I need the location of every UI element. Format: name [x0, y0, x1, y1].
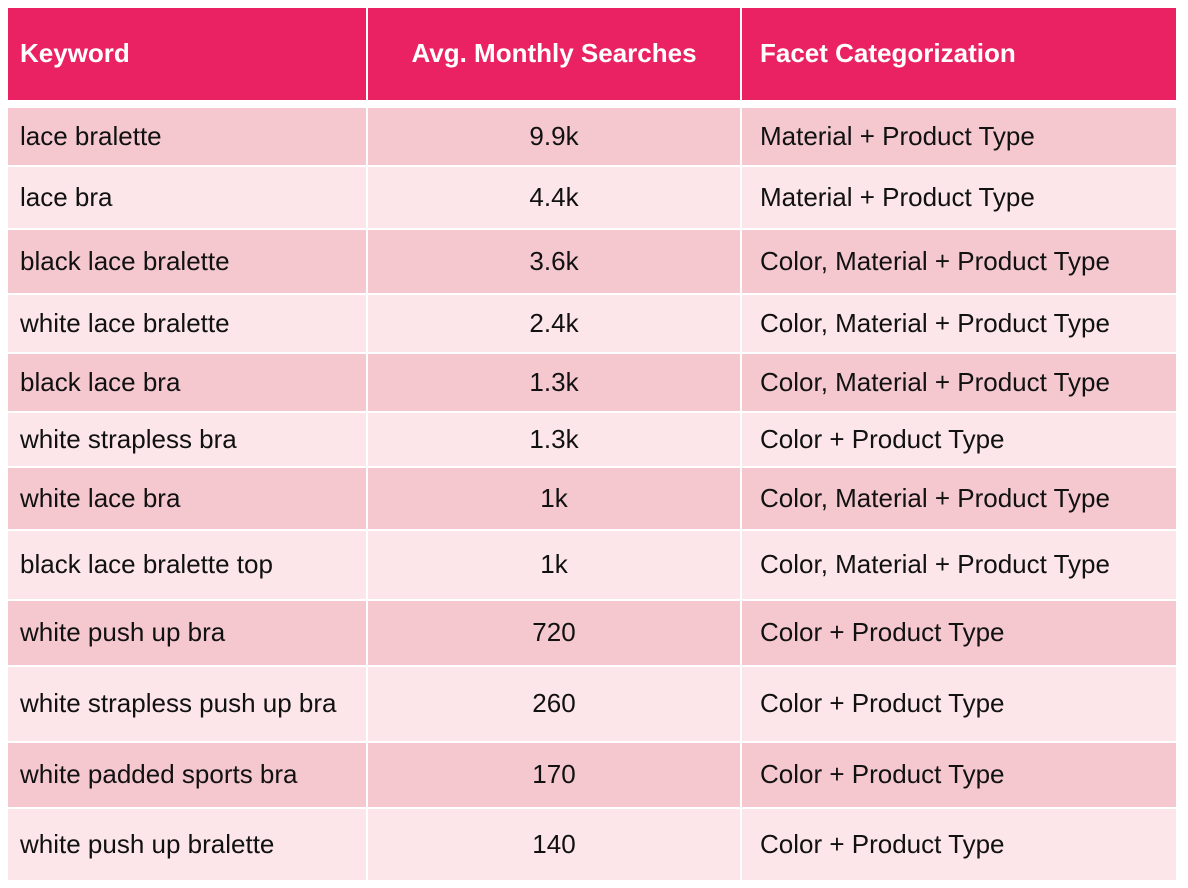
keyword-cell: black lace bralette [8, 230, 366, 293]
searches-cell: 9.9k [368, 108, 740, 165]
keyword-cell: white padded sports bra [8, 743, 366, 807]
facet-cell: Color + Product Type [742, 743, 1176, 807]
header-cell: Avg. Monthly Searches [368, 8, 740, 100]
keyword-cell: white lace bra [8, 468, 366, 529]
keyword-cell: white lace bralette [8, 295, 366, 352]
facet-cell: Material + Product Type [742, 167, 1176, 228]
searches-cell: 1k [368, 531, 740, 599]
facet-cell: Color, Material + Product Type [742, 230, 1176, 293]
searches-cell: 3.6k [368, 230, 740, 293]
keyword-cell: lace bra [8, 167, 366, 228]
facet-cell: Color, Material + Product Type [742, 354, 1176, 411]
facet-cell: Color + Product Type [742, 601, 1176, 665]
facet-cell: Color + Product Type [742, 413, 1176, 466]
keyword-cell: white strapless bra [8, 413, 366, 466]
keyword-cell: black lace bralette top [8, 531, 366, 599]
keyword-cell: white push up bra [8, 601, 366, 665]
searches-cell: 4.4k [368, 167, 740, 228]
facet-cell: Material + Product Type [742, 108, 1176, 165]
header-cell: Keyword [8, 8, 366, 100]
searches-cell: 170 [368, 743, 740, 807]
searches-cell: 140 [368, 809, 740, 880]
facet-cell: Color, Material + Product Type [742, 295, 1176, 352]
header-cell: Facet Categorization [742, 8, 1176, 100]
searches-cell: 2.4k [368, 295, 740, 352]
keyword-cell: white strapless push up bra [8, 667, 366, 741]
keyword-cell: lace bralette [8, 108, 366, 165]
searches-cell: 260 [368, 667, 740, 741]
searches-cell: 1k [368, 468, 740, 529]
searches-cell: 1.3k [368, 413, 740, 466]
keyword-cell: white push up bralette [8, 809, 366, 880]
facet-cell: Color, Material + Product Type [742, 468, 1176, 529]
facet-cell: Color, Material + Product Type [742, 531, 1176, 599]
searches-cell: 720 [368, 601, 740, 665]
searches-cell: 1.3k [368, 354, 740, 411]
facet-cell: Color + Product Type [742, 667, 1176, 741]
facet-cell: Color + Product Type [742, 809, 1176, 880]
keyword-cell: black lace bra [8, 354, 366, 411]
